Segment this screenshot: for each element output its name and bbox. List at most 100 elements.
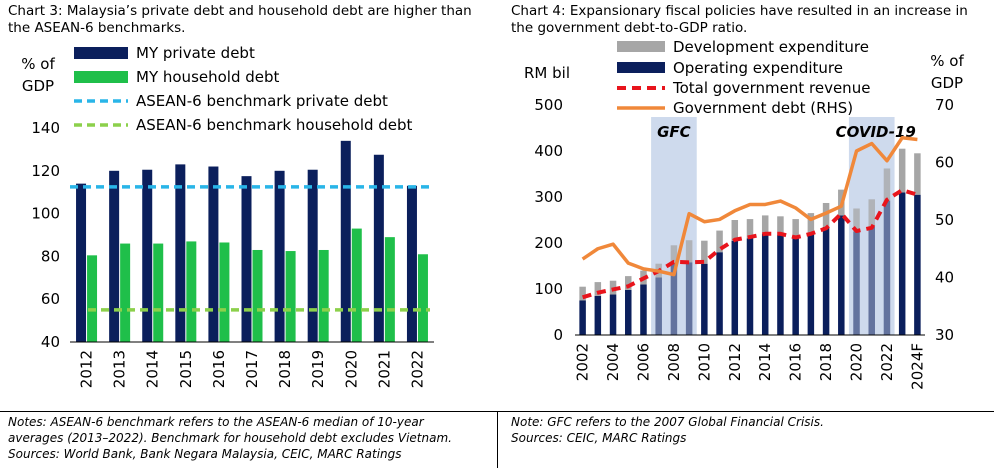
y-tick-label: 120 xyxy=(31,162,60,180)
bar-household-debt xyxy=(351,228,362,342)
x-tick-label: 2014 xyxy=(144,350,162,388)
bar-operating-expenditure xyxy=(822,226,830,335)
source-line: Sources: CEIC, MARC Ratings xyxy=(511,431,687,445)
bar-development-expenditure xyxy=(594,282,602,296)
x-tick-label: 2020 xyxy=(848,343,866,381)
bar-development-expenditure xyxy=(701,240,708,264)
bar-private-debt xyxy=(76,183,87,342)
legend-swatch-operating-expenditure xyxy=(617,62,665,73)
bar-operating-expenditure xyxy=(868,226,875,335)
bar-private-debt xyxy=(307,169,318,342)
chart-panel-fiscal-policy: Chart 4: Expansionary fiscal policies ha… xyxy=(497,0,994,468)
bar-private-debt xyxy=(373,154,384,342)
bar-development-expenditure xyxy=(685,240,693,263)
y-right-tick-label: 30 xyxy=(935,326,954,344)
bar-operating-expenditure xyxy=(746,238,754,335)
bar-development-expenditure xyxy=(716,230,723,253)
bar-development-expenditure xyxy=(898,148,906,193)
bar-operating-expenditure xyxy=(625,289,632,335)
y-right-axis-label: % of xyxy=(930,52,964,70)
bar-development-expenditure xyxy=(914,153,921,195)
bar-operating-expenditure xyxy=(579,300,586,335)
y-axis-label: % of xyxy=(21,55,55,73)
x-tick-label: 2015 xyxy=(177,350,195,388)
bar-household-debt xyxy=(252,249,263,342)
x-tick-label: 2018 xyxy=(817,343,835,381)
x-tick-label: 2018 xyxy=(276,350,294,388)
legend-swatch-private-debt xyxy=(74,47,128,59)
legend-swatch-household-debt xyxy=(74,71,128,83)
bar-private-debt xyxy=(406,185,417,342)
bar-development-expenditure xyxy=(625,276,632,290)
bar-operating-expenditure xyxy=(670,263,678,335)
bar-private-debt xyxy=(175,164,186,342)
x-tick-label: 2010 xyxy=(695,343,713,381)
notes-vertical-divider xyxy=(497,411,498,468)
x-tick-label: 2022 xyxy=(878,343,896,381)
line-total-revenue xyxy=(582,188,918,300)
x-tick-label: 2012 xyxy=(726,343,744,381)
chart-panel-private-household-debt: Chart 3: Malaysia’s private debt and hou… xyxy=(8,3,472,461)
source-line: Sources: World Bank, Bank Negara Malaysi… xyxy=(8,447,402,461)
y-tick-label: 100 xyxy=(31,205,60,223)
y-tick-label: 300 xyxy=(534,188,563,206)
y-right-tick-label: 60 xyxy=(935,154,954,172)
y-right-tick-label: 50 xyxy=(935,211,954,229)
bar-operating-expenditure xyxy=(883,200,891,335)
bar-development-expenditure xyxy=(579,286,586,301)
bar-operating-expenditure xyxy=(838,215,845,335)
x-tick-label: 2021 xyxy=(375,350,393,388)
legend-label: ASEAN-6 benchmark household debt xyxy=(136,116,413,134)
x-tick-label: 2013 xyxy=(111,350,129,388)
bar-household-debt xyxy=(87,255,98,342)
legend-label: ASEAN-6 benchmark private debt xyxy=(136,92,388,110)
bar-development-expenditure xyxy=(853,208,860,232)
bar-operating-expenditure xyxy=(716,252,723,335)
y-tick-label: 100 xyxy=(534,280,563,298)
x-tick-label: 2017 xyxy=(243,350,261,388)
bar-operating-expenditure xyxy=(640,284,647,335)
gfc-label: GFC xyxy=(657,123,691,141)
y-tick-label: 140 xyxy=(31,119,60,137)
legend-label: MY private debt xyxy=(136,44,255,62)
bar-development-expenditure xyxy=(746,219,754,239)
x-tick-label: 2002 xyxy=(574,343,592,381)
bar-operating-expenditure xyxy=(914,194,921,335)
bar-development-expenditure xyxy=(777,216,784,235)
bar-development-expenditure xyxy=(792,219,799,239)
bar-operating-expenditure xyxy=(731,240,739,335)
bar-operating-expenditure xyxy=(594,295,602,335)
bar-development-expenditure xyxy=(868,199,875,227)
x-tick-label: 2016 xyxy=(210,350,228,388)
x-tick-label: 2008 xyxy=(665,343,683,381)
x-tick-label: 2020 xyxy=(342,350,360,388)
bar-operating-expenditure xyxy=(685,262,693,335)
x-tick-label: 2012 xyxy=(78,350,96,388)
legend-label: Development expenditure xyxy=(673,38,869,56)
bar-operating-expenditure xyxy=(701,263,708,335)
bar-development-expenditure xyxy=(883,168,891,201)
chart-title: Chart 4: Expansionary fiscal policies ha… xyxy=(511,3,968,36)
bar-operating-expenditure xyxy=(898,192,906,335)
bar-private-debt xyxy=(142,169,153,342)
bar-operating-expenditure xyxy=(807,233,815,335)
y-axis-label: RM bil xyxy=(524,64,570,82)
bar-household-debt xyxy=(219,242,230,342)
y-tick-label: 80 xyxy=(41,247,60,265)
bar-private-debt xyxy=(340,140,351,342)
legend-label: Operating expenditure xyxy=(673,59,843,77)
bar-household-debt xyxy=(285,251,296,342)
y-tick-label: 40 xyxy=(41,333,60,351)
bar-household-debt xyxy=(120,243,131,342)
legend-label: MY household debt xyxy=(136,68,280,86)
bar-development-expenditure xyxy=(731,220,739,241)
x-tick-label: 2006 xyxy=(634,343,652,381)
note-line: Notes: ASEAN-6 benchmark refers to the A… xyxy=(8,415,424,429)
covid-label: COVID-19 xyxy=(836,123,916,141)
y-axis-label: GDP xyxy=(22,77,54,95)
x-tick-label: 2016 xyxy=(787,343,805,381)
bar-private-debt xyxy=(208,166,219,342)
y-tick-label: 60 xyxy=(41,290,60,308)
bar-operating-expenditure xyxy=(853,231,860,335)
y-right-axis-label: GDP xyxy=(931,74,963,92)
